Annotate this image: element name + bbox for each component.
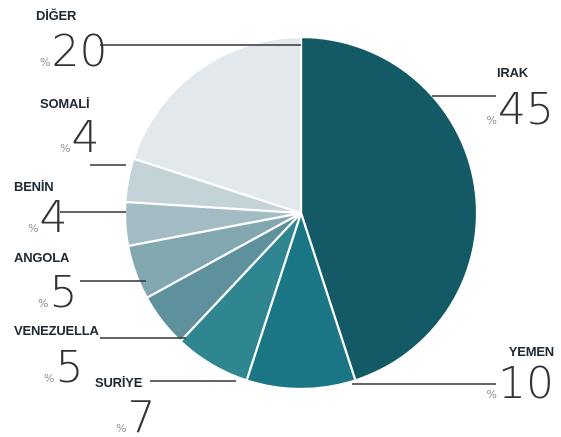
pie-slices (123, 35, 479, 391)
pie-slice-diger (132, 35, 303, 215)
slice-label-irak: IRAK (497, 65, 529, 80)
slice-value-suriye: %7 (116, 392, 155, 437)
slice-label-benin: BENİN (14, 179, 53, 194)
pie-slice-irak (299, 35, 479, 382)
slice-label-somali: SOMALİ (40, 96, 89, 111)
pie-labels: IRAK %45 YEMEN%10 SURİYE %7 VENEZUELLA %5 ANGOL… (14, 8, 554, 437)
slice-label-venezuella: VENEZUELLA (14, 323, 99, 338)
slice-value-venezuella: %5 (44, 342, 83, 393)
slice-value-diger: %20 (40, 26, 107, 77)
slice-value-angola: %5 (38, 267, 77, 318)
slice-value-yemen: %10 (487, 358, 554, 409)
slice-value-somali: %4 (60, 112, 99, 163)
slice-value-benin: %4 (28, 192, 67, 243)
slice-value-irak: %45 (487, 84, 554, 135)
slice-label-diger: DİĞER (36, 8, 77, 23)
pie-slice-yemen (245, 209, 357, 391)
slice-label-angola: ANGOLA (14, 250, 70, 265)
slice-label-yemen: YEMEN (509, 344, 554, 359)
slice-label-suriye: SURİYE (95, 375, 143, 390)
